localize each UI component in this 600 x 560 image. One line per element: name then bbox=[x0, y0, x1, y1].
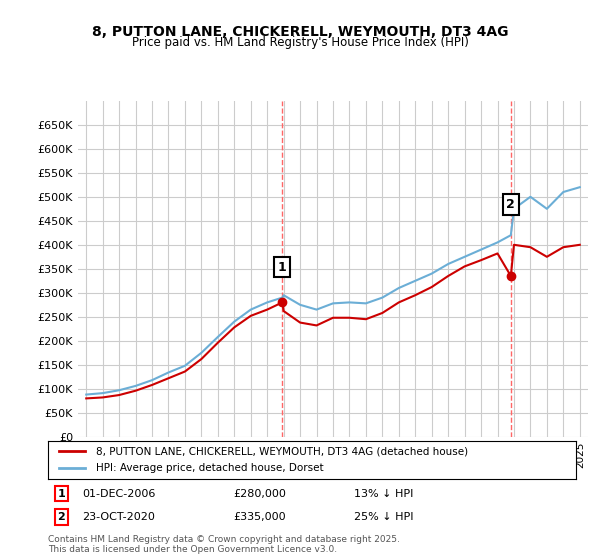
Text: 2: 2 bbox=[58, 512, 65, 522]
Text: HPI: Average price, detached house, Dorset: HPI: Average price, detached house, Dors… bbox=[95, 463, 323, 473]
Text: 1: 1 bbox=[278, 260, 287, 274]
Text: 1: 1 bbox=[58, 489, 65, 499]
Text: £335,000: £335,000 bbox=[233, 512, 286, 522]
Text: 25% ↓ HPI: 25% ↓ HPI bbox=[354, 512, 414, 522]
Text: 01-DEC-2006: 01-DEC-2006 bbox=[82, 489, 155, 499]
Text: Price paid vs. HM Land Registry's House Price Index (HPI): Price paid vs. HM Land Registry's House … bbox=[131, 36, 469, 49]
Text: £280,000: £280,000 bbox=[233, 489, 286, 499]
Text: 23-OCT-2020: 23-OCT-2020 bbox=[82, 512, 155, 522]
Text: Contains HM Land Registry data © Crown copyright and database right 2025.
This d: Contains HM Land Registry data © Crown c… bbox=[48, 535, 400, 554]
Text: 13% ↓ HPI: 13% ↓ HPI bbox=[354, 489, 413, 499]
Text: 8, PUTTON LANE, CHICKERELL, WEYMOUTH, DT3 4AG: 8, PUTTON LANE, CHICKERELL, WEYMOUTH, DT… bbox=[92, 25, 508, 39]
Text: 8, PUTTON LANE, CHICKERELL, WEYMOUTH, DT3 4AG (detached house): 8, PUTTON LANE, CHICKERELL, WEYMOUTH, DT… bbox=[95, 446, 467, 456]
Text: 2: 2 bbox=[506, 198, 515, 211]
